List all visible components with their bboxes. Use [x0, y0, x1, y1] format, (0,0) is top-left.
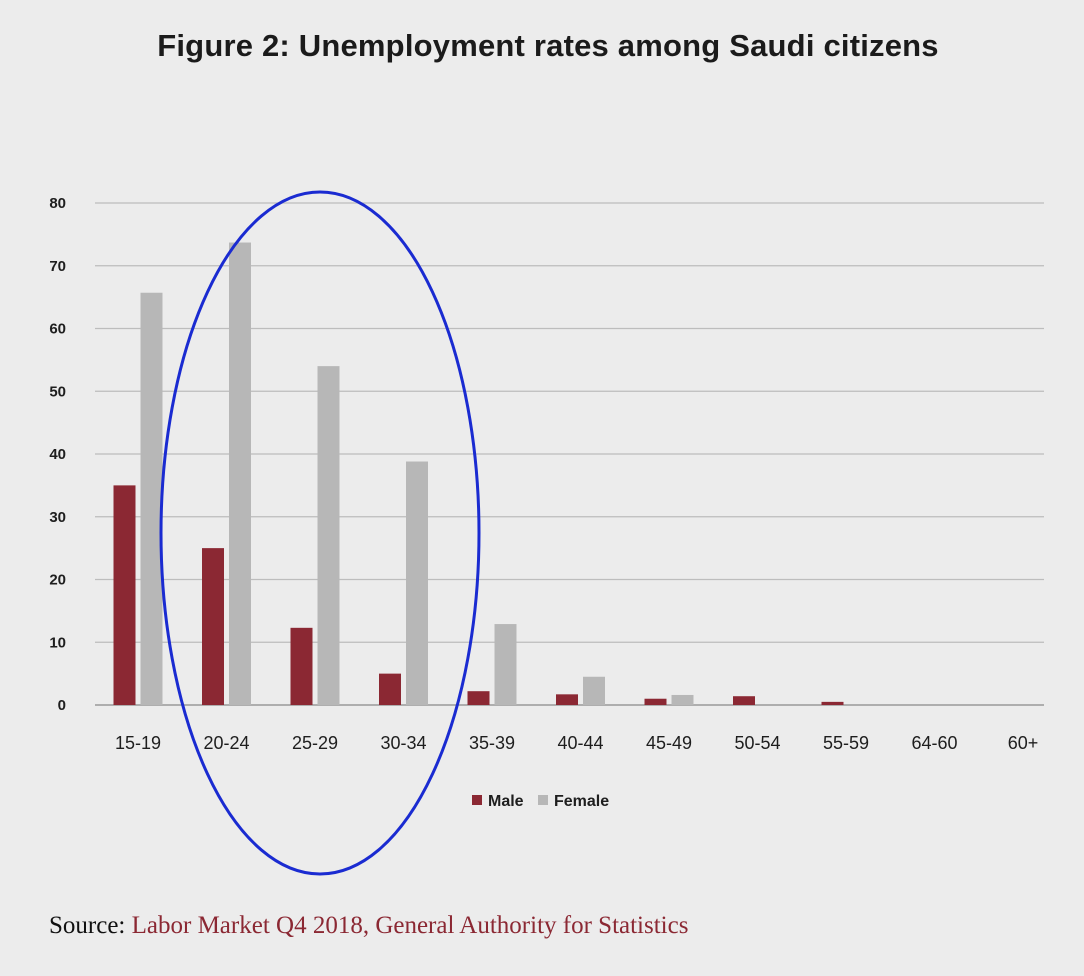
legend-swatch-male: [472, 795, 482, 805]
x-tick-label: 30-34: [380, 733, 426, 753]
legend-label-male: Male: [488, 793, 524, 810]
y-tick-label: 60: [49, 321, 66, 338]
bar-male-35-39: [467, 691, 490, 705]
legend: Male Female: [472, 793, 609, 810]
y-tick-label: 30: [49, 509, 66, 526]
grid-lines: [95, 202, 1044, 706]
y-tick-label: 0: [58, 697, 66, 714]
bar-female-25-29: [317, 366, 340, 705]
y-tick-label: 40: [49, 446, 66, 463]
legend-swatch-female: [538, 795, 548, 805]
x-tick-label: 40-44: [557, 733, 603, 753]
bar-male-30-34: [379, 673, 401, 705]
x-tick-label: 35-39: [469, 733, 515, 753]
bar-male-20-24: [202, 548, 224, 705]
bar-female-40-44: [583, 676, 605, 705]
chart-title: Figure 2: Unemployment rates among Saudi…: [157, 28, 939, 63]
source-prefix: Source:: [49, 912, 126, 939]
y-tick-label: 70: [49, 258, 66, 275]
bar-male-15-19: [113, 485, 136, 705]
bar-female-15-19: [140, 292, 163, 705]
y-tick-label: 80: [49, 195, 66, 212]
bar-female-35-39: [494, 624, 517, 705]
y-tick-label: 50: [49, 383, 66, 400]
x-tick-label: 45-49: [646, 733, 692, 753]
bar-female-45-49: [671, 694, 694, 705]
x-tick-label: 55-59: [823, 733, 869, 753]
x-tick-label: 25-29: [292, 733, 338, 753]
y-tick-label: 10: [49, 634, 66, 651]
x-tick-label: 20-24: [203, 733, 249, 753]
bar-male-40-44: [556, 694, 578, 705]
bar-male-50-54: [733, 696, 755, 705]
y-axis-ticks: 0 10 20 30 40 50 60 70 80: [49, 195, 66, 714]
x-tick-label: 64-60: [911, 733, 957, 753]
source-line: Source: Labor Market Q4 2018, General Au…: [49, 912, 688, 940]
bar-male-45-49: [644, 698, 667, 705]
bar-male-25-29: [290, 627, 313, 705]
x-tick-label: 50-54: [734, 733, 780, 753]
bar-female-30-34: [406, 461, 428, 705]
bar-female-20-24: [229, 242, 251, 705]
x-axis-labels: 15-19 20-24 25-29 30-34 35-39 40-44 45-49 50-54…: [115, 733, 1038, 753]
source-link[interactable]: Labor Market Q4 2018, General Authority …: [131, 912, 689, 939]
x-tick-label: 15-19: [115, 733, 161, 753]
bars-group: [113, 242, 844, 705]
bar-male-55-59: [821, 701, 844, 705]
highlight-ellipse: [159, 190, 481, 876]
legend-label-female: Female: [554, 793, 609, 810]
y-tick-label: 20: [49, 572, 66, 589]
x-tick-label: 60+: [1008, 733, 1039, 753]
